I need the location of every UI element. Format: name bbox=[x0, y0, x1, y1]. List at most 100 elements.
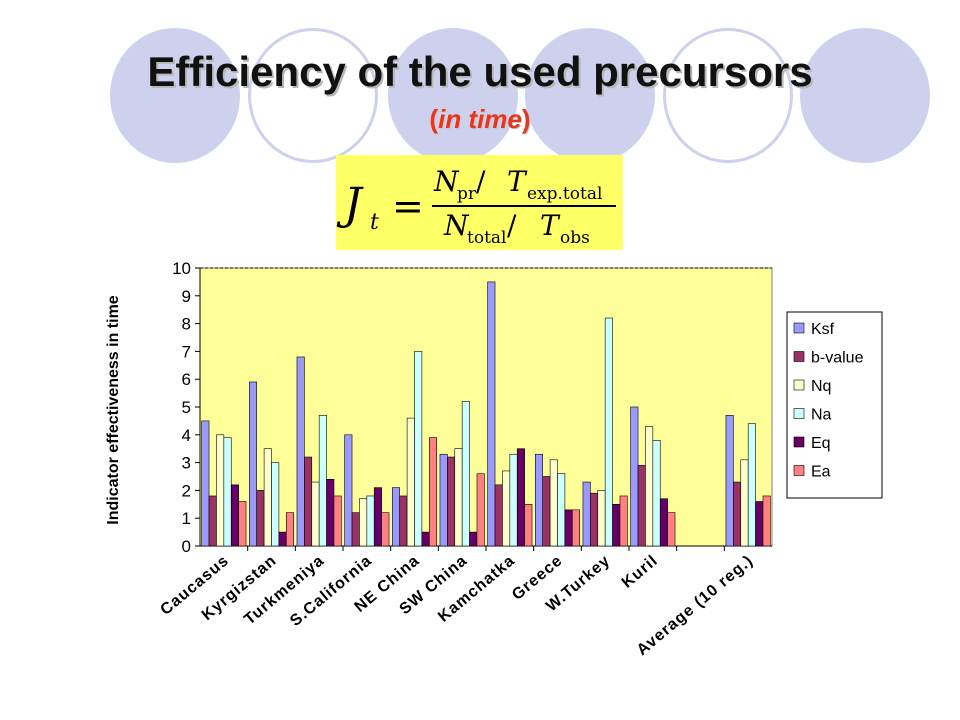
formula: J t = N pr / T exp.total N total / T obs bbox=[336, 165, 616, 248]
y-tick-label: 7 bbox=[182, 342, 191, 361]
formula-den-sub: total bbox=[467, 228, 506, 248]
bar-Ea-SW China bbox=[476, 473, 485, 547]
formula-num-t: T bbox=[507, 165, 528, 198]
bar-Ksf-S.California bbox=[344, 434, 353, 547]
bar-Nq-Caucasus bbox=[216, 434, 225, 547]
legend-label-Eq: Eq bbox=[811, 435, 831, 452]
bar-Ksf-Greece bbox=[534, 453, 543, 547]
bar-b-value-W.Turkey bbox=[590, 492, 599, 547]
bar-Na-SW China bbox=[461, 401, 470, 547]
bar-Ea-Greece bbox=[571, 509, 580, 547]
bar-Eq-Greece bbox=[564, 509, 573, 547]
legend-swatch-Ksf bbox=[793, 322, 805, 334]
bar-Nq-Average (10 reg.) bbox=[740, 459, 749, 547]
bar-Ea-Average (10 reg.) bbox=[762, 495, 771, 547]
formula-den-t-sub: obs bbox=[560, 228, 590, 248]
bar-Na-Turkmeniya bbox=[318, 415, 327, 547]
legend-swatch-Ea bbox=[793, 465, 805, 476]
bar-b-value-S.California bbox=[351, 512, 360, 547]
legend-label-Ksf: Ksf bbox=[811, 321, 835, 338]
plot-area bbox=[199, 267, 773, 547]
bar-Ksf-Kamchatka bbox=[487, 281, 496, 547]
legend-label-Ea: Ea bbox=[811, 464, 831, 481]
bar-Ksf-NE China bbox=[391, 487, 400, 547]
bar-Eq-Turkmeniya bbox=[326, 478, 335, 547]
subtitle-text: in time bbox=[438, 104, 522, 134]
formula-num-n: N bbox=[433, 165, 460, 198]
bar-Ksf-Turkmeniya bbox=[296, 356, 305, 547]
bar-Nq-Greece bbox=[549, 459, 558, 547]
bar-Nq-SW China bbox=[454, 448, 463, 547]
bar-Ea-W.Turkey bbox=[619, 495, 628, 547]
y-tick-label: 2 bbox=[182, 481, 191, 500]
bar-Na-Caucasus bbox=[223, 437, 232, 547]
bar-b-value-SW China bbox=[447, 456, 456, 547]
formula-box: J t = N pr / T exp.total N total / T obs bbox=[336, 155, 623, 250]
legend-label-Nq: Nq bbox=[811, 378, 831, 395]
bar-Nq-Turkmeniya bbox=[311, 481, 320, 547]
legend-swatch-Nq bbox=[793, 379, 805, 391]
formula-den-t: T bbox=[540, 209, 561, 242]
y-tick-label: 0 bbox=[182, 537, 191, 556]
slide-title: Efficiency of the used precursors bbox=[147, 48, 813, 95]
legend-label-b-value: b-value bbox=[811, 350, 864, 367]
formula-num-slash: / bbox=[476, 165, 486, 198]
bar-Eq-W.Turkey bbox=[612, 503, 621, 547]
subtitle-open-paren: ( bbox=[429, 104, 439, 134]
formula-den-n: N bbox=[443, 209, 470, 242]
y-tick-label: 5 bbox=[182, 398, 191, 417]
bar-Eq-S.California bbox=[373, 487, 382, 547]
y-tick-label: 9 bbox=[182, 287, 191, 306]
bar-Ea-NE China bbox=[428, 437, 437, 547]
y-tick-label: 8 bbox=[182, 315, 191, 334]
bar-Ea-Turkmeniya bbox=[333, 495, 342, 547]
decorative-circle-4 bbox=[800, 28, 930, 163]
bar-Nq-Kamchatka bbox=[502, 470, 511, 547]
bar-b-value-NE China bbox=[399, 495, 408, 547]
y-axis-label: Indicator effectiveness in time bbox=[105, 295, 122, 525]
bar-b-value-Kuril bbox=[637, 465, 646, 547]
bar-b-value-Average (10 reg.) bbox=[733, 481, 742, 547]
bar-Ksf-Caucasus bbox=[201, 420, 210, 547]
formula-den-slash: / bbox=[507, 209, 517, 242]
bar-Ksf-Kyrgizstan bbox=[249, 381, 258, 547]
legend-swatch-Eq bbox=[793, 436, 805, 448]
bar-Ea-Kamchatka bbox=[524, 503, 533, 547]
bar-Eq-Caucasus bbox=[230, 484, 239, 547]
bar-Ksf-W.Turkey bbox=[582, 481, 591, 547]
decorative-circle-3 bbox=[525, 28, 655, 163]
bar-Ea-Caucasus bbox=[238, 501, 247, 547]
bar-Nq-Kyrgizstan bbox=[263, 448, 272, 547]
decorative-circle-2 bbox=[388, 28, 518, 163]
bar-Eq-Kuril bbox=[659, 498, 668, 547]
y-tick-label: 10 bbox=[172, 259, 191, 278]
y-tick-label: 4 bbox=[182, 426, 191, 445]
bar-Ksf-SW China bbox=[439, 453, 448, 547]
formula-lhs-sub: t bbox=[370, 210, 379, 235]
bar-Ea-Kyrgizstan bbox=[285, 512, 294, 547]
formula-num-sub: pr bbox=[457, 184, 477, 204]
y-tick-label: 6 bbox=[182, 370, 191, 389]
bar-Na-S.California bbox=[366, 495, 375, 547]
bar-Na-Kuril bbox=[652, 440, 661, 547]
bar-Ea-S.California bbox=[381, 512, 390, 547]
bar-Nq-Kuril bbox=[645, 426, 654, 547]
bar-b-value-Caucasus bbox=[208, 495, 217, 547]
formula-equals: = bbox=[392, 184, 424, 228]
bar-Ksf-Average (10 reg.) bbox=[725, 415, 734, 547]
formula-num-t-sub: exp.total bbox=[527, 184, 602, 204]
bar-Nq-NE China bbox=[406, 417, 415, 547]
decorative-ring-2 bbox=[663, 28, 793, 163]
x-tick-label: S.California bbox=[287, 552, 375, 630]
legend-swatch-b-value bbox=[793, 351, 805, 362]
bar-Na-Greece bbox=[557, 473, 566, 547]
bar-Eq-SW China bbox=[469, 531, 478, 547]
legend-label-Na: Na bbox=[811, 407, 832, 424]
bar-Na-W.Turkey bbox=[604, 317, 613, 547]
bar-Eq-Kamchatka bbox=[516, 448, 525, 547]
x-tick-label: Kuril bbox=[619, 552, 662, 592]
bar-Na-Kamchatka bbox=[509, 453, 518, 547]
bar-Na-Kyrgizstan bbox=[271, 462, 280, 547]
bar-b-value-Turkmeniya bbox=[304, 456, 313, 547]
